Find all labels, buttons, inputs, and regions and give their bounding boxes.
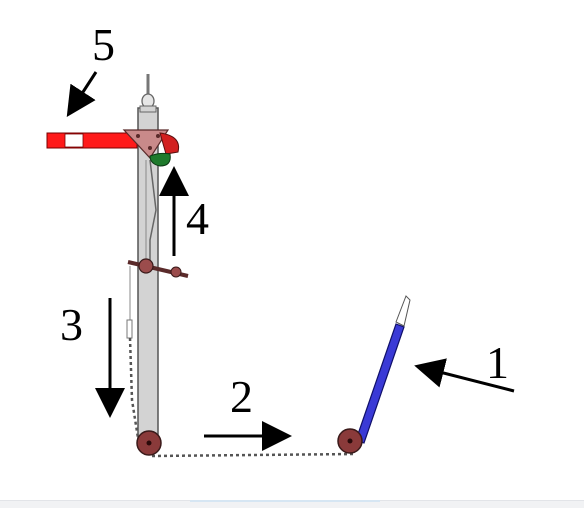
spectacle-lamps — [149, 132, 180, 167]
operating-rod — [145, 159, 157, 262]
label-5: 5 — [92, 19, 115, 70]
signal-lever — [337, 295, 411, 454]
balance-lever — [127, 258, 189, 278]
arrow-5 — [66, 71, 98, 118]
post-pulley — [136, 430, 162, 456]
signal-wire — [126, 266, 356, 458]
label-3: 3 — [60, 299, 83, 350]
semaphore-arm — [46, 129, 170, 159]
label-2: 2 — [230, 371, 253, 422]
signal-post — [137, 74, 159, 447]
label-4: 4 — [186, 193, 209, 244]
bottom-strip-accent — [190, 500, 380, 502]
label-1: 1 — [486, 337, 509, 388]
arrow-1 — [414, 358, 515, 393]
